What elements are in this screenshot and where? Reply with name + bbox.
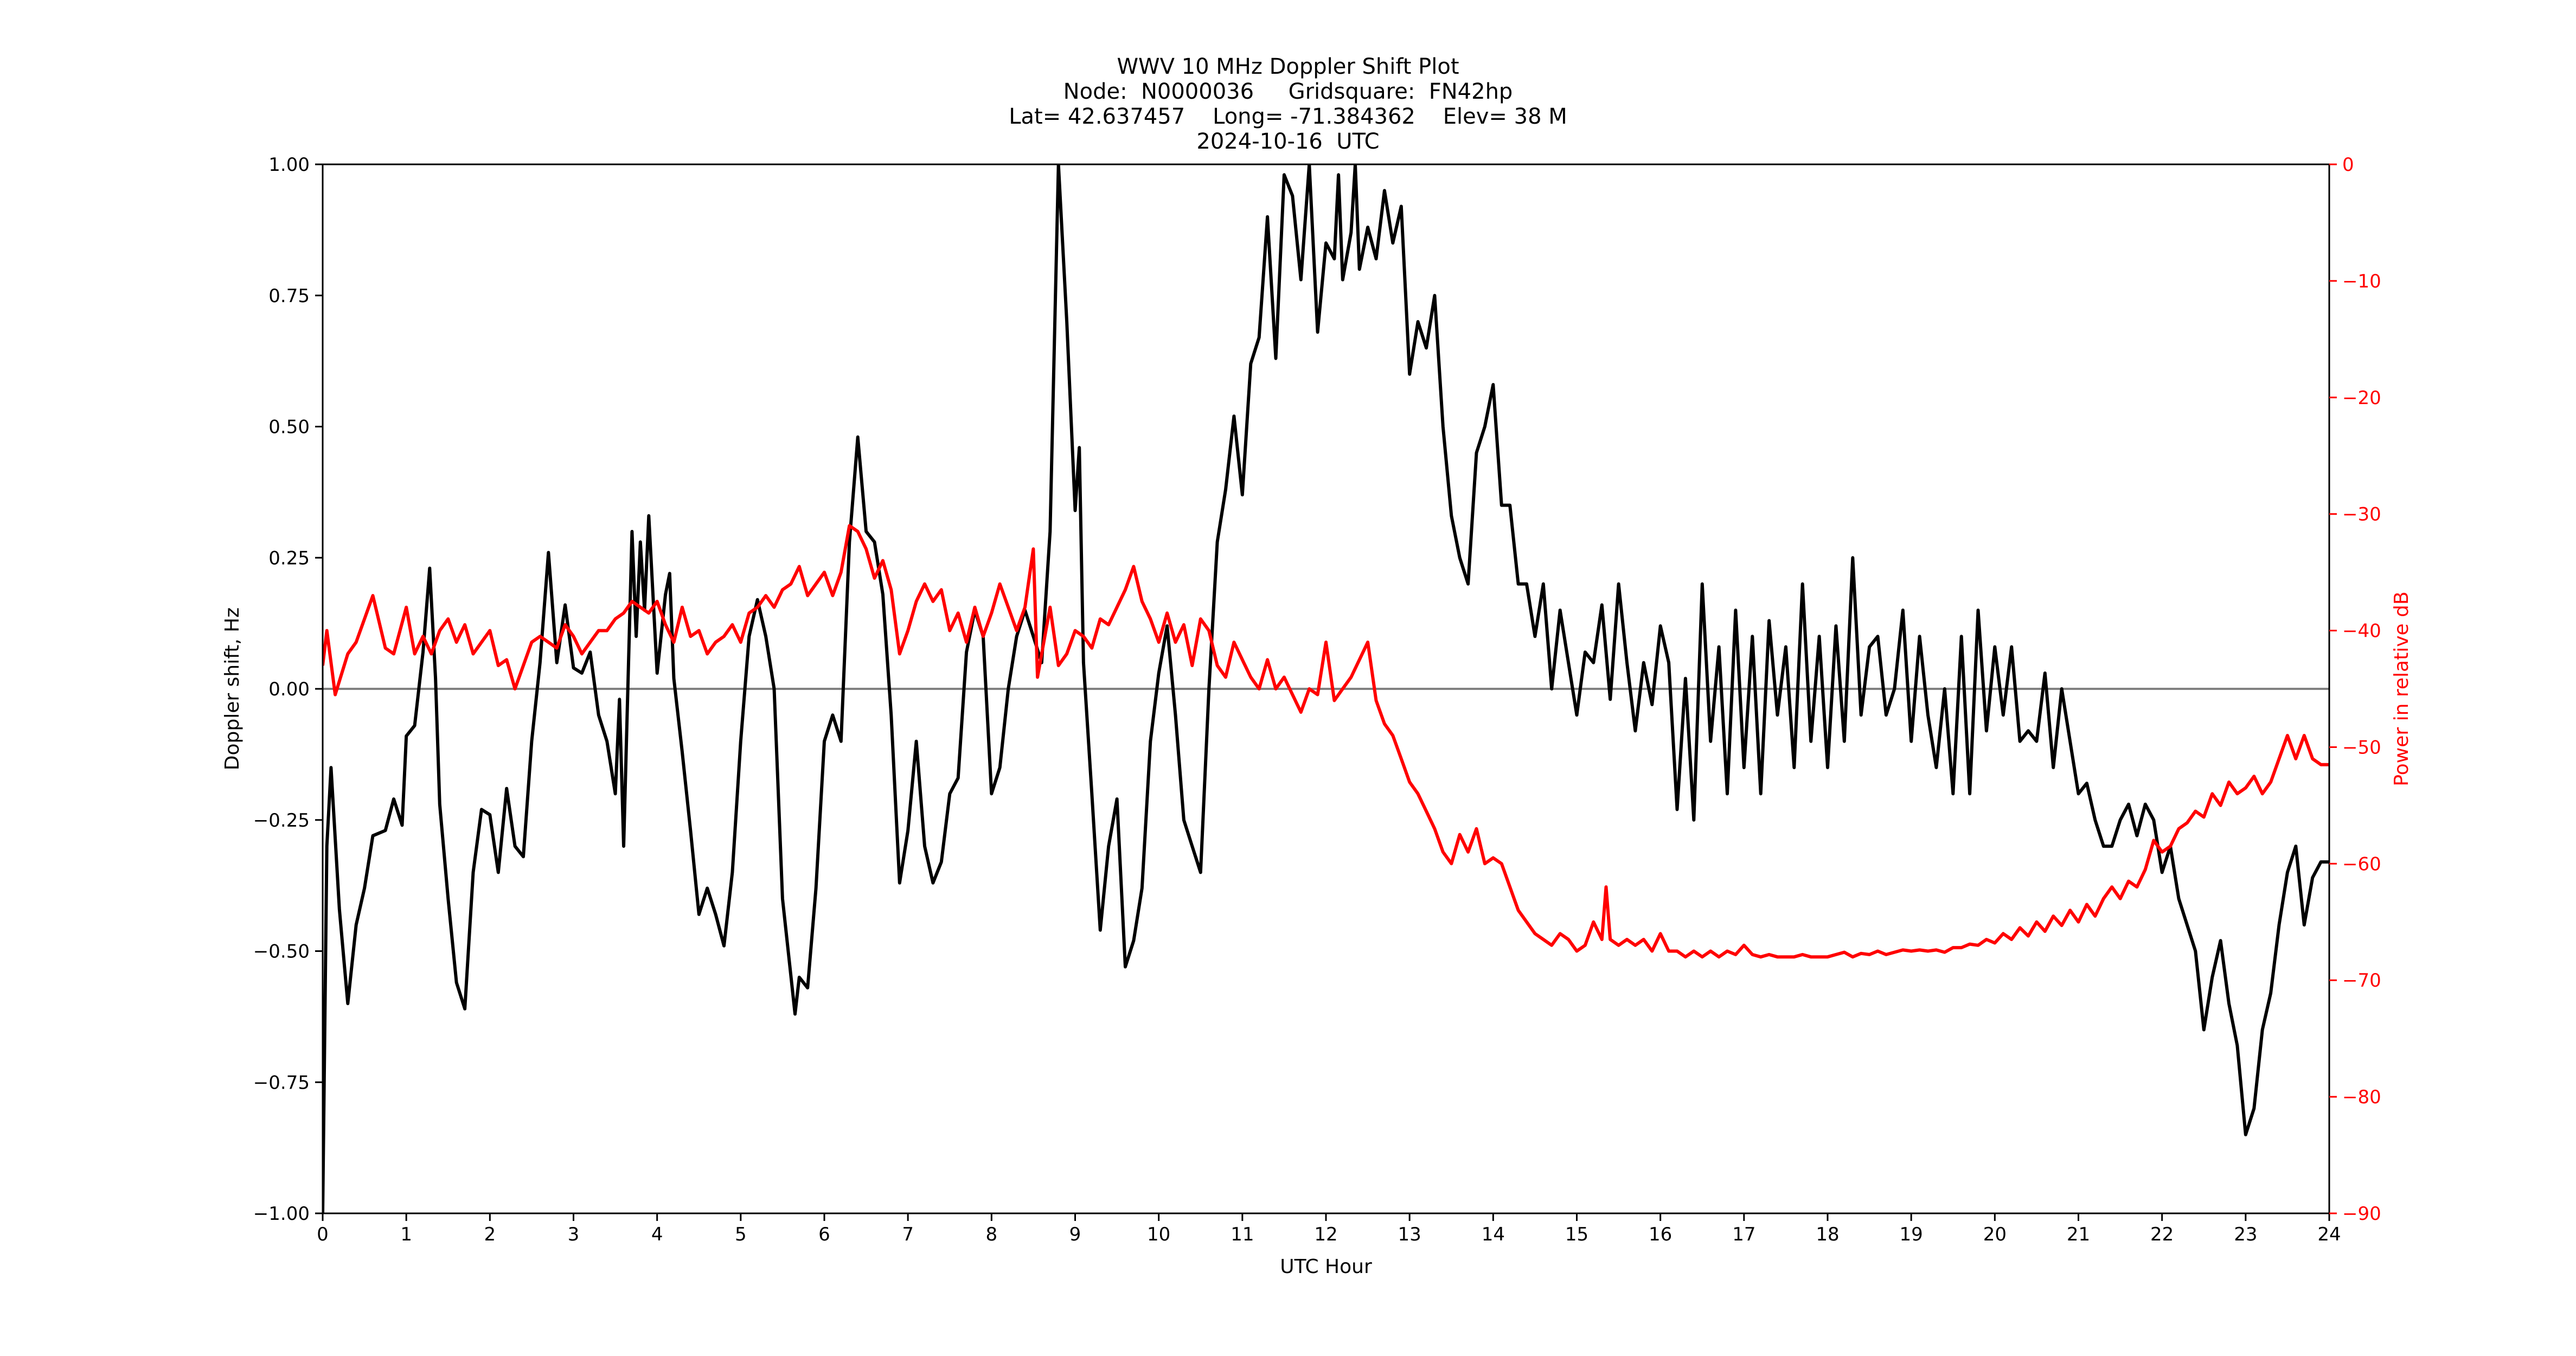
y-tick-label: −0.75 [253,1072,310,1093]
y-axis-label: Doppler shift, Hz [221,607,243,770]
x-tick-label: 7 [902,1224,914,1245]
y2-tick-label: −70 [2342,970,2381,992]
x-tick-label: 17 [1732,1224,1755,1245]
power-series-line [323,524,2329,959]
x-tick-label: 4 [651,1224,663,1245]
y2-tick-label: −20 [2342,387,2381,409]
y-tick-label: −1.00 [253,1203,310,1225]
x-tick-label: 12 [1314,1224,1337,1245]
x-tick-label: 19 [1900,1224,1923,1245]
y2-tick-label: 0 [2342,154,2354,176]
x-axis-label: UTC Hour [1280,1256,1372,1278]
x-tick-label: 16 [1649,1224,1672,1245]
x-tick-label: 24 [2317,1224,2341,1245]
x-tick-label: 13 [1398,1224,1421,1245]
chart-title-line-1: WWV 10 MHz Doppler Shift Plot [1117,54,1459,79]
x-tick-label: 14 [1482,1224,1505,1245]
x-tick-label: 15 [1565,1224,1588,1245]
y-tick-label: 0.00 [268,679,310,700]
y2-tick-label: −10 [2342,271,2381,292]
x-tick-label: 8 [986,1224,998,1245]
y-tick-label: 0.25 [268,547,310,569]
x-tick-label: 1 [400,1224,412,1245]
chart-title-line-3: Lat= 42.637457 Long= -71.384362 Elev= 38… [1009,104,1567,129]
x-tick-label: 21 [2067,1224,2090,1245]
y2-tick-label: −40 [2342,621,2381,642]
x-tick-label: 2 [484,1224,496,1245]
x-tick-label: 18 [1816,1224,1839,1245]
y-tick-label: 0.50 [268,417,310,438]
y-tick-label: −0.50 [253,941,310,963]
x-tick-label: 20 [1983,1224,2007,1245]
y-tick-label: −0.25 [253,810,310,831]
x-tick-label: 9 [1069,1224,1081,1245]
y-tick-label: 0.75 [268,285,310,307]
x-tick-label: 10 [1147,1224,1170,1245]
x-tick-label: 23 [2234,1224,2257,1245]
chart-title-line-4: 2024-10-16 UTC [1196,129,1380,154]
x-tick-label: 6 [818,1224,830,1245]
y-tick-label: 1.00 [268,154,310,176]
y2-axis-label: Power in relative dB [2391,591,2413,786]
y2-tick-label: −90 [2342,1203,2381,1225]
y2-tick-label: −50 [2342,737,2381,758]
x-tick-label: 5 [735,1224,747,1245]
y2-tick-label: −30 [2342,504,2381,526]
chart-title: WWV 10 MHz Doppler Shift Plot Node: N000… [0,54,2576,154]
x-tick-label: 0 [317,1224,329,1245]
x-tick-label: 3 [568,1224,580,1245]
x-tick-label: 11 [1231,1224,1254,1245]
y2-tick-label: −60 [2342,853,2381,875]
chart-title-line-2: Node: N0000036 Gridsquare: FN42hp [1063,79,1513,104]
y2-tick-label: −80 [2342,1086,2381,1108]
x-tick-label: 22 [2150,1224,2174,1245]
